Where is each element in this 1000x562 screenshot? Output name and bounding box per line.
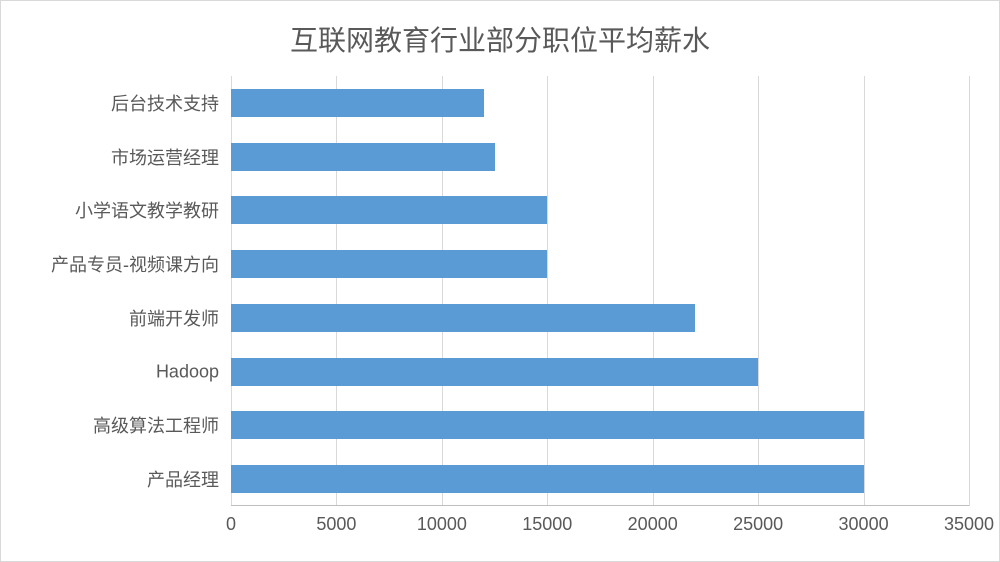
y-axis-label: 产品经理: [147, 466, 231, 492]
bar: [231, 89, 484, 117]
chart-title: 互联网教育行业部分职位平均薪水: [1, 1, 999, 69]
x-axis-label: 30000: [839, 506, 889, 535]
bar: [231, 304, 695, 332]
y-axis-label: Hadoop: [156, 361, 231, 382]
y-axis-label: 后台技术支持: [111, 90, 231, 116]
bar: [231, 465, 864, 493]
gridline: [969, 76, 970, 506]
gridline: [231, 76, 232, 506]
bar: [231, 358, 758, 386]
bar: [231, 196, 547, 224]
gridline: [547, 76, 548, 506]
bar: [231, 250, 547, 278]
y-axis-label: 产品专员-视频课方向: [51, 251, 231, 277]
gridline: [442, 76, 443, 506]
x-axis-label: 25000: [733, 506, 783, 535]
x-axis-label: 20000: [628, 506, 678, 535]
x-axis-label: 0: [226, 506, 236, 535]
bar: [231, 143, 495, 171]
plot-area: 05000100001500020000250003000035000后台技术支…: [231, 76, 969, 506]
bar: [231, 411, 864, 439]
y-axis-label: 市场运营经理: [111, 144, 231, 170]
y-axis-label: 前端开发师: [129, 305, 231, 331]
x-axis-line: [231, 505, 969, 506]
chart-container: 互联网教育行业部分职位平均薪水 050001000015000200002500…: [0, 0, 1000, 562]
gridline: [653, 76, 654, 506]
y-axis-label: 小学语文教学教研: [75, 197, 231, 223]
x-axis-label: 10000: [417, 506, 467, 535]
y-axis-label: 高级算法工程师: [93, 412, 231, 438]
gridline: [336, 76, 337, 506]
gridline: [864, 76, 865, 506]
x-axis-label: 15000: [522, 506, 572, 535]
gridline: [758, 76, 759, 506]
x-axis-label: 5000: [316, 506, 356, 535]
x-axis-label: 35000: [944, 506, 994, 535]
